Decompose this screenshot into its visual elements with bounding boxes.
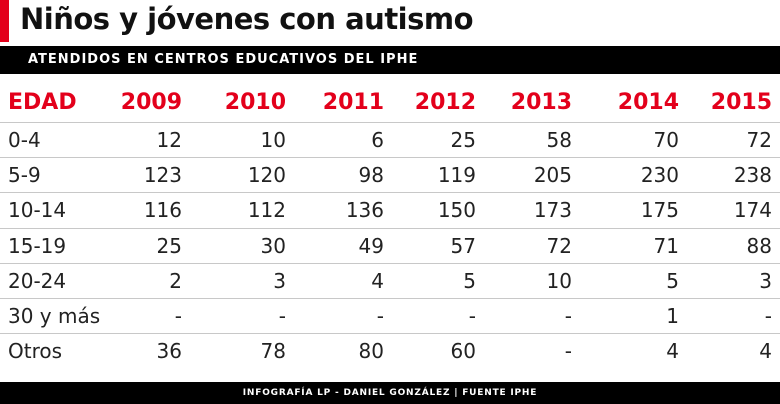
table-cell: - — [376, 304, 384, 328]
table-cell: 72 — [546, 233, 572, 258]
row-label: 30 y más — [8, 304, 101, 328]
row-label: 20-24 — [8, 268, 67, 293]
row-separator — [0, 122, 780, 123]
table-cell: 49 — [358, 233, 384, 258]
table-cell: 3 — [759, 268, 772, 293]
footer: INFOGRAFÍA LP - DANIEL GONZÁLEZ | FUENTE… — [0, 382, 780, 404]
table-cell: 120 — [247, 163, 286, 188]
table-cell: 12 — [156, 128, 182, 152]
table-cell: - — [278, 304, 286, 328]
column-header: 2011 — [322, 90, 384, 115]
table-cell: 5 — [666, 268, 679, 293]
table-cell: 4 — [371, 268, 384, 293]
table-cell: 112 — [247, 198, 286, 223]
row-separator — [0, 157, 780, 159]
table-cell: 116 — [143, 198, 182, 223]
table-cell: 123 — [143, 163, 182, 188]
row-separator — [0, 333, 780, 335]
table-cell: - — [564, 304, 572, 328]
table-cell: - — [764, 304, 772, 328]
table-cell: 57 — [450, 233, 476, 258]
table-cell: 205 — [533, 163, 572, 188]
table-cell: 70 — [653, 128, 679, 152]
row-separator — [0, 298, 780, 299]
subtitle: ATENDIDOS EN CENTROS EDUCATIVOS DEL IPHE — [0, 46, 780, 74]
table-cell: 5 — [463, 268, 476, 293]
table-cell: 36 — [156, 339, 182, 364]
table-cell: 80 — [358, 339, 384, 364]
row-label: Otros — [8, 339, 63, 364]
table-cell: 175 — [640, 198, 679, 223]
table-cell: 25 — [156, 233, 182, 258]
table-cell: 230 — [640, 163, 679, 188]
column-header: 2012 — [414, 90, 476, 115]
table-cell: 71 — [653, 233, 679, 258]
row-label: 15-19 — [8, 233, 67, 258]
row-label: 0-4 — [8, 128, 41, 152]
row-label: 10-14 — [8, 198, 67, 223]
table-cell: - — [564, 339, 572, 364]
column-header: 2009 — [120, 90, 182, 115]
table-cell: - — [468, 304, 476, 328]
table-cell: 72 — [746, 128, 772, 152]
column-header: EDAD — [8, 90, 77, 115]
column-header: 2010 — [224, 90, 286, 115]
table-cell: 78 — [260, 339, 286, 364]
table-cell: 173 — [533, 198, 572, 223]
table-cell: 60 — [450, 339, 476, 364]
table-cell: 98 — [358, 163, 384, 188]
table-cell: 25 — [450, 128, 476, 152]
table-cell: 1 — [666, 304, 679, 328]
table-cell: 119 — [437, 163, 476, 188]
table-cell: 30 — [260, 233, 286, 258]
table-cell: 2 — [169, 268, 182, 293]
table-cell: 6 — [371, 128, 384, 152]
row-separator — [0, 262, 780, 264]
table-cell: 174 — [733, 198, 772, 223]
table-cell: 10 — [260, 128, 286, 152]
row-label: 5-9 — [8, 163, 41, 188]
table-cell: 150 — [437, 198, 476, 223]
title: Niños y jóvenes con autismo — [20, 2, 474, 36]
accent-bar — [0, 0, 9, 42]
column-header: 2015 — [710, 90, 772, 115]
column-header: 2013 — [510, 90, 572, 115]
row-separator — [0, 192, 780, 194]
column-header: 2014 — [617, 90, 679, 115]
table-cell: 136 — [345, 198, 384, 223]
table-cell: 4 — [759, 339, 772, 364]
table-cell: - — [174, 304, 182, 328]
table-cell: 10 — [546, 268, 572, 293]
table-cell: 58 — [546, 128, 572, 152]
table-cell: 88 — [746, 233, 772, 258]
table-cell: 3 — [273, 268, 286, 293]
row-separator — [0, 227, 780, 229]
table-cell: 238 — [733, 163, 772, 188]
table-cell: 4 — [666, 339, 679, 364]
